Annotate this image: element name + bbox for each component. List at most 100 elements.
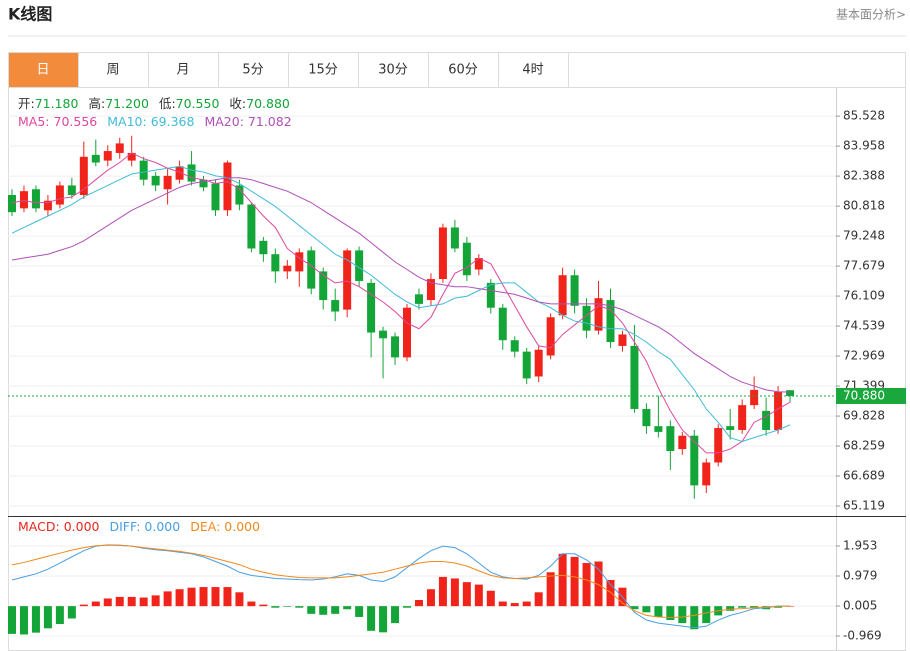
candle-body	[127, 152, 136, 161]
tab[interactable]: 日	[8, 52, 79, 88]
y-tick-label: 85.528	[843, 109, 885, 123]
macd-bar	[175, 589, 184, 607]
candle-body	[79, 156, 88, 195]
indicator-line	[11, 165, 791, 442]
tab[interactable]: 30分	[358, 52, 429, 88]
candle-body	[103, 151, 112, 161]
macd-bar	[343, 606, 352, 610]
macd-bar	[666, 606, 675, 621]
macd-bar	[462, 582, 471, 607]
macd-bar	[283, 606, 292, 607]
candle-body	[259, 240, 268, 255]
y-tick-label: 82.388	[843, 169, 885, 183]
info-value: 70.880	[246, 96, 290, 111]
candle-body	[91, 154, 100, 163]
candle-body	[546, 317, 555, 356]
candle-body	[606, 300, 615, 343]
y-tick-label: 0.979	[843, 569, 877, 583]
candle-body	[462, 242, 471, 276]
info-label: MA20:	[204, 114, 243, 129]
macd-bar	[19, 606, 28, 635]
info-row: MA5: 70.556 MA10: 69.368 MA20: 71.082	[18, 114, 292, 129]
page-title: K线图	[8, 5, 52, 24]
tab-bg[interactable]	[148, 52, 219, 88]
y-tick-label: 74.539	[843, 319, 885, 333]
candle-body	[31, 189, 40, 209]
tab-label[interactable]: 4时	[522, 63, 543, 78]
macd-bar	[474, 584, 483, 607]
candle-body	[666, 426, 675, 451]
candle-body	[247, 204, 256, 249]
tab-label[interactable]: 5分	[242, 63, 263, 78]
candle-body	[426, 279, 435, 301]
tab-bg[interactable]	[218, 52, 289, 88]
candle-body	[43, 200, 52, 211]
candle-body	[618, 334, 627, 346]
info-label: 开:	[18, 96, 35, 111]
y-tick-label: 76.109	[843, 289, 885, 303]
candle-body	[163, 175, 172, 190]
macd-bar	[510, 603, 519, 607]
info-value: 71.180	[35, 96, 79, 111]
tab[interactable]: 60分	[428, 52, 499, 88]
y-tick-label: 1.953	[843, 539, 877, 553]
macd-bar	[139, 597, 148, 607]
y-tick-label: 72.969	[843, 349, 885, 363]
macd-bar	[438, 576, 447, 607]
macd-bar	[558, 553, 567, 607]
tab[interactable]: 月	[148, 52, 219, 88]
candle-body	[486, 282, 495, 308]
info-value: 0.000	[144, 519, 180, 534]
y-tick-label: 65.119	[843, 499, 885, 513]
macd-bar	[582, 563, 591, 607]
candle-body	[774, 391, 783, 430]
candle-body	[307, 250, 316, 289]
macd-bar	[450, 578, 459, 607]
macd-bar	[55, 606, 64, 625]
fundamental-link[interactable]: 基本面分析>	[836, 8, 906, 22]
macd-bar	[355, 606, 364, 617]
candle-body	[510, 340, 519, 352]
candle-body	[367, 282, 376, 333]
macd-bar	[307, 606, 316, 614]
macd-bar	[630, 606, 639, 610]
macd-bar	[379, 606, 388, 633]
macd-bar	[522, 601, 531, 607]
candle-body	[331, 300, 340, 312]
tab-bg[interactable]	[8, 52, 79, 88]
tab-label[interactable]: 30分	[378, 63, 408, 78]
info-value: 70.556	[54, 114, 98, 129]
y-tick-label: 83.958	[843, 139, 885, 153]
candle-body	[343, 250, 352, 310]
macd-bar	[235, 592, 244, 607]
candle-body	[391, 336, 400, 358]
tab-label[interactable]: 月	[176, 63, 189, 78]
tab-label[interactable]: 60分	[448, 63, 478, 78]
macd-bar	[750, 606, 759, 608]
candle-body	[738, 405, 747, 430]
candle-body	[582, 305, 591, 331]
tab-label[interactable]: 周	[106, 63, 119, 78]
macd-bar	[678, 606, 687, 624]
tab-label[interactable]: 15分	[308, 63, 338, 78]
candle-body	[223, 162, 232, 211]
tab[interactable]: 4时	[498, 52, 569, 88]
info-value: 70.550	[176, 96, 220, 111]
tab-label[interactable]: 日	[36, 63, 49, 78]
candle-body	[534, 349, 543, 377]
macd-bar	[8, 606, 16, 634]
tab-bg[interactable]	[78, 52, 149, 88]
tab-bg[interactable]	[358, 52, 429, 88]
macd-bar	[414, 599, 423, 607]
tab[interactable]: 5分	[218, 52, 289, 88]
candle-body	[379, 330, 388, 339]
macd-bar	[67, 606, 76, 619]
info-value: 71.082	[248, 114, 292, 129]
tab[interactable]: 15分	[288, 52, 359, 88]
macd-bar	[187, 587, 196, 607]
candle-body	[115, 143, 124, 153]
tab-bg[interactable]	[498, 52, 569, 88]
tab[interactable]: 周	[78, 52, 149, 88]
info-row: 开:71.180 高:71.200 低:70.550 收:70.880	[18, 96, 290, 111]
macd-bar	[367, 606, 376, 631]
